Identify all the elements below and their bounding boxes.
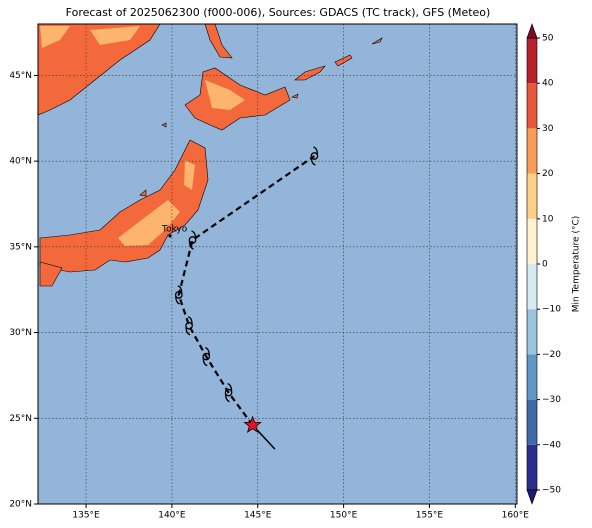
city-marker [168,234,172,238]
colorbar-band [527,218,537,264]
colorbar-band [527,264,537,310]
cyclone-arm [175,285,183,305]
cyclone-eye [174,291,183,299]
x-tick-label: 155°E [416,511,444,521]
colorbar-band [527,38,537,84]
colorbar-band [527,173,537,219]
cyclone-symbol [188,230,197,250]
colorbar-band [527,354,537,400]
colorbar-tick-label: −30 [542,395,561,405]
x-tick-label: 135°E [72,511,100,521]
cyclone-eye [202,352,211,361]
colorbar-tick-label: 50 [542,34,554,44]
colorbar-tick-label: 20 [542,169,554,179]
colorbar-label: Min Temperature (°C) [572,216,582,313]
colorbar-extend-high [526,23,538,39]
cyclone-symbol [202,346,211,367]
colorbar-tick-label: −40 [542,440,561,450]
colorbar-tick-label: −50 [542,486,561,496]
y-tick-label: 20°N [9,500,32,510]
y-tick-label: 35°N [9,242,32,252]
colorbar-extend-low [526,489,538,505]
cyclone-eye [310,152,319,160]
colorbar-band [527,83,537,129]
title: Forecast of 2025062300 (f000-006), Sourc… [66,6,491,19]
y-tick-label: 45°N [9,71,32,81]
cyclone-symbol [224,382,233,403]
colorbar-tick-label: −10 [542,305,561,315]
current-position [243,415,262,433]
colorbar-tick-label: 0 [542,260,548,270]
cyclone-arm [310,146,319,166]
cyclone-symbol [174,285,183,305]
colorbar-band [527,444,537,490]
x-tick-label: 150°E [330,511,358,521]
y-tick-label: 40°N [9,157,32,167]
colorbar-band [527,309,537,355]
cyclone-arm [188,230,197,250]
colorbar-band [527,399,537,445]
cyclone-symbol [185,316,193,336]
land [37,23,383,287]
cyclone-eye [188,236,197,244]
forecast-track [177,155,316,426]
x-tick-label: 140°E [158,511,186,521]
colorbar-tick-label: 10 [542,214,554,224]
city-label: Tokyo [161,225,188,235]
colorbar-tick-label: −20 [542,350,561,360]
y-tick-label: 30°N [9,328,32,338]
colorbar-band [527,128,537,174]
cyclone-eye [224,388,233,397]
colorbar-tick-label: 30 [542,124,554,134]
cyclone-symbol [310,146,319,166]
cyclone-eye [185,321,193,330]
y-tick-label: 25°N [9,414,32,424]
map-frame [37,23,518,505]
x-tick-label: 145°E [244,511,272,521]
cyclone-arm [202,346,210,367]
cyclone-arm [185,316,193,336]
x-tick-label: 160°E [502,511,530,521]
cyclone-arm [224,382,233,403]
colorbar-tick-label: 40 [542,79,554,89]
